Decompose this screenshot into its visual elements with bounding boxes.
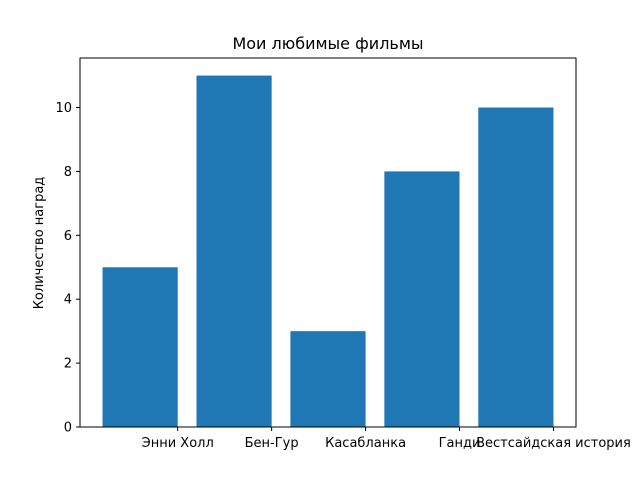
x-tick-label: Касабланка (325, 436, 406, 451)
bar-2 (196, 75, 272, 428)
y-tick-label: 6 (64, 229, 72, 244)
x-tick-label: Энни Холл (142, 436, 214, 451)
bar-1 (102, 267, 178, 427)
bar-3 (290, 331, 366, 427)
bar-5 (478, 107, 554, 428)
y-axis: 0 2 4 6 8 10 (55, 101, 80, 436)
x-tick-label: Ганди (439, 436, 481, 451)
x-axis: Энни Холл Бен-Гур Касабланка ГандиВестсайдс… (142, 427, 631, 451)
y-tick-label: 10 (55, 101, 72, 116)
y-tick-label: 4 (64, 293, 72, 308)
bars-group (102, 75, 554, 428)
y-tick-label: 0 (64, 421, 72, 436)
x-tick-label: Бен-Гур (245, 436, 299, 451)
bar-4 (384, 171, 460, 427)
y-tick-label: 2 (64, 357, 72, 372)
plot-frame (79, 57, 577, 428)
x-tick-label: Вестсайдская история (476, 436, 631, 451)
y-axis-label: Количество наград (32, 177, 47, 310)
y-tick-label: 8 (64, 165, 72, 180)
chart-title: Мои любимые фильмы (232, 34, 423, 53)
